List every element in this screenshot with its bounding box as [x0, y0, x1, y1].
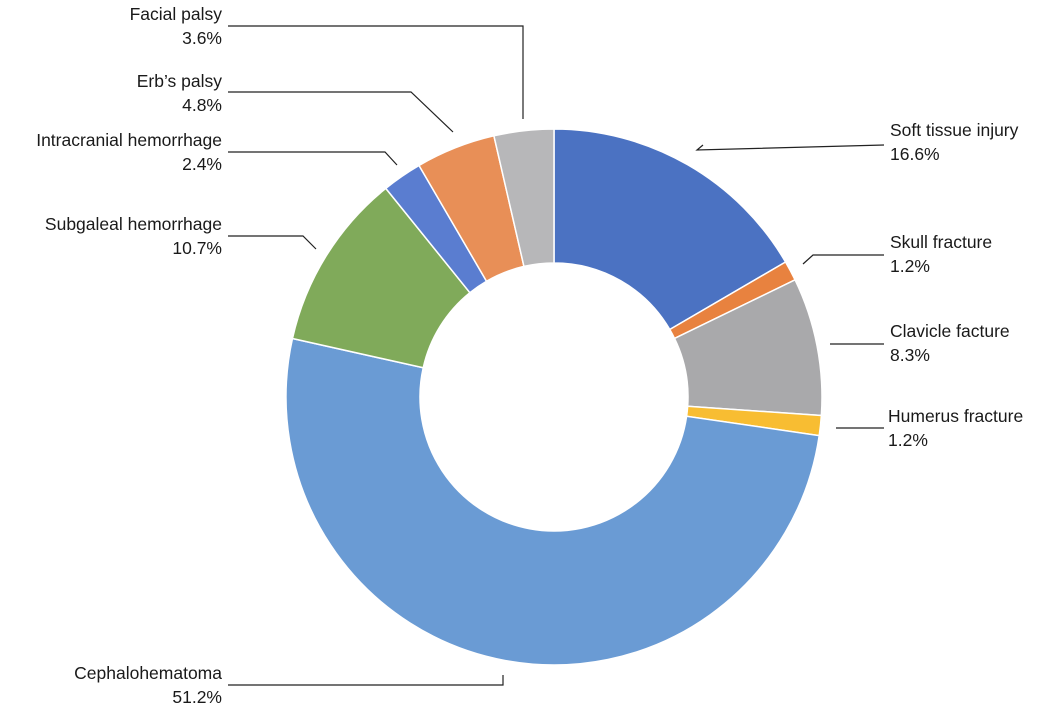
leader-line [228, 25, 524, 119]
slice-value-subgaleal-hemorrhage: 10.7% [172, 238, 222, 258]
slice-label-erb-s-palsy: Erb’s palsy [137, 71, 223, 91]
leader-lines-group [228, 25, 885, 686]
leader-line [228, 675, 504, 686]
slice-label-cephalohematoma: Cephalohematoma [74, 663, 222, 683]
slice-label-facial-palsy: Facial palsy [130, 4, 223, 24]
leader-line [228, 151, 398, 166]
slice-value-facial-palsy: 3.6% [182, 28, 222, 48]
slice-cephalohematoma [285, 337, 821, 666]
slice-soft-tissue-injury [553, 128, 787, 331]
slice-value-skull-fracture: 1.2% [890, 256, 930, 276]
slice-label-subgaleal-hemorrhage: Subgaleal hemorrhage [45, 214, 222, 234]
slice-label-clavicle-facture: Clavicle facture [890, 321, 1010, 341]
slice-label-intracranial-hemorrhage: Intracranial hemorrhage [36, 130, 222, 150]
slice-label-soft-tissue-injury: Soft tissue injury [890, 120, 1019, 140]
leader-line [228, 91, 454, 133]
leader-line [802, 254, 884, 265]
leader-line [228, 235, 317, 250]
leader-line [695, 144, 885, 151]
slice-facial-palsy [492, 128, 555, 268]
slice-value-humerus-fracture: 1.2% [888, 430, 928, 450]
slice-label-skull-fracture: Skull fracture [890, 232, 992, 252]
slices-group [285, 128, 823, 666]
slice-value-cephalohematoma: 51.2% [172, 687, 222, 707]
slice-value-soft-tissue-injury: 16.6% [890, 144, 940, 164]
labels-group: Soft tissue injury 16.6% Skull fracture 1.2… [36, 4, 1023, 707]
slice-value-clavicle-facture: 8.3% [890, 345, 930, 365]
slice-label-humerus-fracture: Humerus fracture [888, 406, 1023, 426]
slice-value-erb-s-palsy: 4.8% [182, 95, 222, 115]
slice-value-intracranial-hemorrhage: 2.4% [182, 154, 222, 174]
